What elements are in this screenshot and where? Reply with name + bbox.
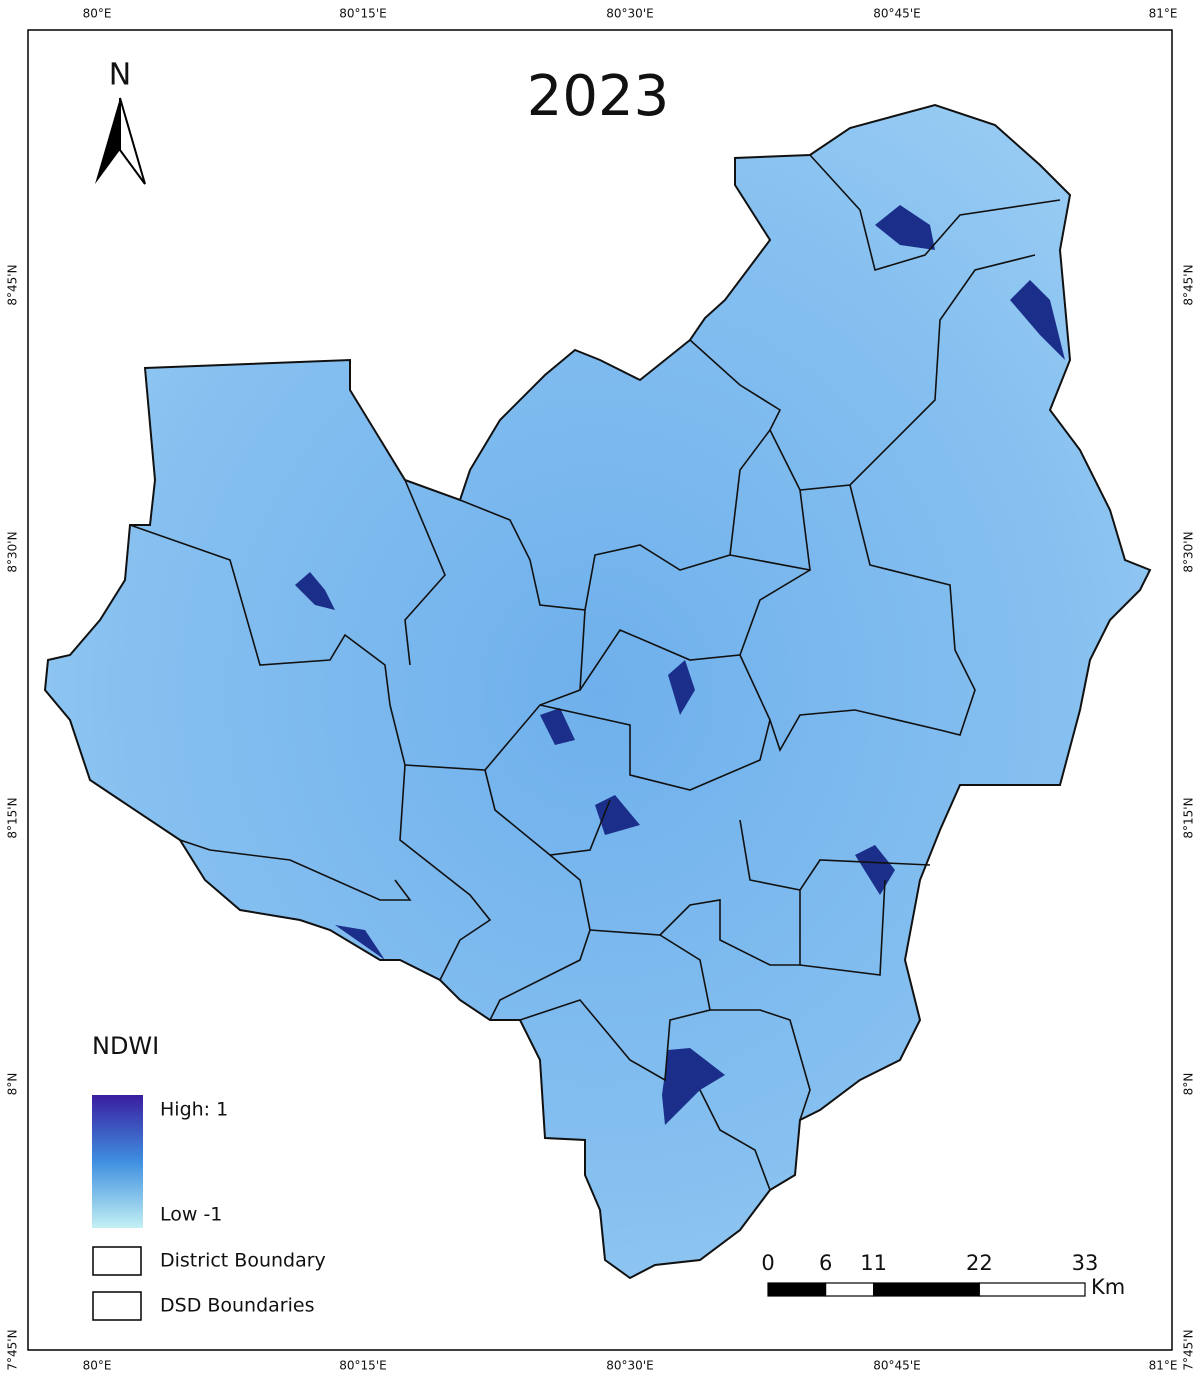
water-bodies: [295, 205, 1065, 1125]
scale-tick-label: 11: [860, 1251, 887, 1275]
longitude-label: 81°E: [1149, 1359, 1178, 1373]
latitude-label: 7°45'N: [6, 1329, 20, 1370]
scale-tick-label: 0: [761, 1251, 774, 1275]
latitude-label: 8°45'N: [1182, 264, 1196, 305]
reservoir: [295, 572, 335, 610]
reservoir: [335, 925, 385, 960]
latitude-label: 8°30'N: [6, 531, 20, 572]
latitude-label: 8°N: [1182, 1073, 1196, 1096]
legend-item: DSD Boundaries: [160, 1295, 315, 1317]
scale-segment: [825, 1282, 875, 1297]
reservoir: [662, 1048, 725, 1125]
reservoir: [595, 795, 640, 835]
reservoir: [540, 708, 575, 745]
latitude-label: 8°15'N: [1182, 797, 1196, 838]
longitude-label: 80°15'E: [339, 7, 386, 21]
scale-tick-label: 33: [1072, 1251, 1099, 1275]
longitude-label: 80°30'E: [606, 1359, 653, 1373]
legend-low: Low -1: [160, 1204, 222, 1226]
longitude-label: 80°45'E: [873, 7, 920, 21]
legend-item: District Boundary: [160, 1250, 326, 1272]
legend-swatch: [92, 1291, 142, 1321]
map-frame: [27, 29, 1173, 1351]
longitude-label: 80°E: [83, 1359, 112, 1373]
latitude-label: 7°45'N: [1182, 1329, 1196, 1370]
longitude-label: 80°E: [83, 7, 112, 21]
latitude-label: 8°30'N: [1182, 531, 1196, 572]
latitude-label: 8°N: [6, 1073, 20, 1096]
scale-segment: [873, 1282, 980, 1297]
scale-segment: [767, 1282, 827, 1297]
reservoir: [875, 205, 935, 250]
legend-high: High: 1: [160, 1099, 228, 1121]
map-title: 2023: [527, 64, 670, 129]
longitude-label: 81°E: [1149, 7, 1178, 21]
north-arrow-left: [95, 98, 120, 184]
longitude-label: 80°15'E: [339, 1359, 386, 1373]
study-area: [43, 103, 1152, 1280]
scale-tick-label: 22: [966, 1251, 993, 1275]
scale-segment: [978, 1282, 1086, 1297]
legend-swatch: [92, 1246, 142, 1276]
north-label: N: [109, 58, 131, 93]
scale-tick-label: 6: [819, 1251, 832, 1275]
scale-unit: Km: [1091, 1275, 1125, 1299]
dsd-boundaries: [129, 154, 1061, 1191]
legend-ramp: [92, 1095, 143, 1228]
reservoir: [1010, 280, 1065, 360]
longitude-label: 80°45'E: [873, 1359, 920, 1373]
reservoir: [668, 660, 695, 715]
north-arrow-right: [119, 97, 146, 185]
latitude-label: 8°45'N: [6, 264, 20, 305]
longitude-label: 80°30'E: [606, 7, 653, 21]
latitude-label: 8°15'N: [6, 797, 20, 838]
legend-title: NDWI: [92, 1032, 159, 1060]
